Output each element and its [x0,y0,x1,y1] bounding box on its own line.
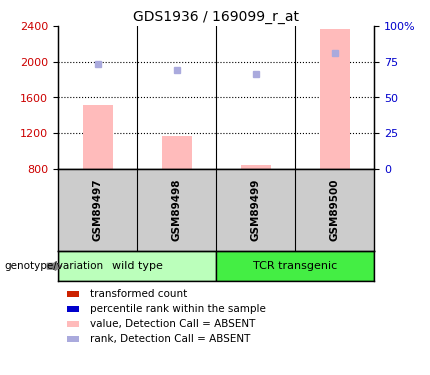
Text: TCR transgenic: TCR transgenic [253,261,337,271]
Bar [162,136,192,169]
Text: transformed count: transformed count [90,290,187,299]
Text: value, Detection Call = ABSENT: value, Detection Call = ABSENT [90,320,256,329]
Text: GSM89500: GSM89500 [329,179,340,241]
Text: rank, Detection Call = ABSENT: rank, Detection Call = ABSENT [90,334,251,344]
Bar [58,251,216,281]
Bar [319,29,350,169]
Text: GSM89497: GSM89497 [92,179,103,242]
Bar [83,105,113,169]
Text: GSM89499: GSM89499 [251,179,261,241]
Bar [240,165,270,169]
Text: percentile rank within the sample: percentile rank within the sample [90,304,266,314]
Bar [216,251,374,281]
Text: wild type: wild type [112,261,163,271]
Title: GDS1936 / 169099_r_at: GDS1936 / 169099_r_at [133,10,299,24]
Text: GSM89498: GSM89498 [172,179,181,241]
Text: genotype/variation: genotype/variation [4,261,104,271]
